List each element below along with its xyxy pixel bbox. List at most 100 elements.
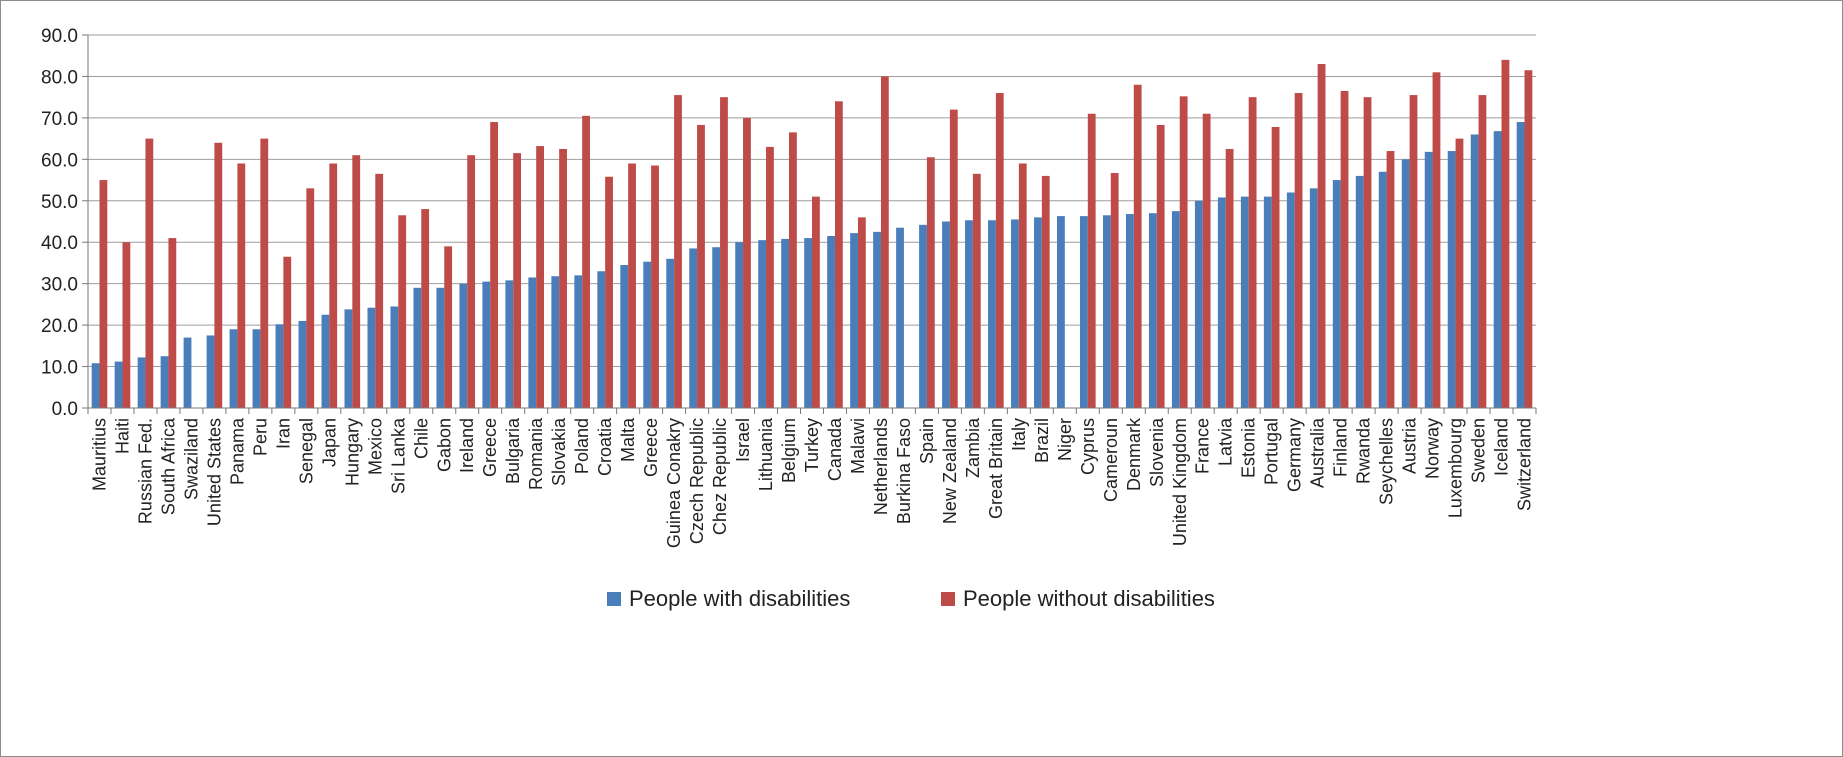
bar-with-disabilities xyxy=(919,224,927,408)
bar-without-disabilities xyxy=(743,117,751,408)
x-tick-label: Belgium xyxy=(779,418,799,483)
x-tick-label: Hungary xyxy=(342,418,362,486)
bar-with-disabilities xyxy=(344,309,353,408)
legend-swatch-with-disabilities xyxy=(607,592,621,606)
bar-with-disabilities xyxy=(1102,215,1111,408)
bar-without-disabilities xyxy=(1133,84,1142,408)
x-tick-label: Italy xyxy=(1009,418,1029,451)
bar-without-disabilities xyxy=(398,215,407,408)
bar-with-disabilities xyxy=(1240,196,1249,408)
bar-without-disabilities xyxy=(1225,148,1234,408)
bar-without-disabilities xyxy=(1041,175,1050,408)
bar-without-disabilities xyxy=(766,146,774,408)
x-tick-label: Peru xyxy=(250,418,270,456)
bar-without-disabilities xyxy=(1455,138,1464,409)
bar-without-disabilities xyxy=(283,256,292,408)
bar-without-disabilities xyxy=(1524,70,1533,408)
bar-with-disabilities xyxy=(965,220,973,408)
bar-without-disabilities xyxy=(674,95,682,408)
bar-with-disabilities xyxy=(735,242,744,408)
x-tick-label: Greece xyxy=(641,418,661,477)
x-tick-label: Germany xyxy=(1285,418,1305,492)
x-tick-label: Swaziland xyxy=(181,418,201,500)
bar-without-disabilities xyxy=(857,217,866,408)
x-tick-label: Netherlands xyxy=(871,418,891,515)
bar-without-disabilities xyxy=(375,173,384,408)
x-tick-label: Gabon xyxy=(434,418,454,472)
x-tick-label: Seychelles xyxy=(1377,418,1397,505)
x-tick-label: Mexico xyxy=(365,418,385,475)
x-tick-label: Denmark xyxy=(1124,417,1144,491)
x-tick-label: Rwanda xyxy=(1354,417,1374,484)
bar-with-disabilities xyxy=(1125,214,1134,408)
x-tick-label: Guinea Conakry xyxy=(664,418,684,548)
x-tick-label: Canada xyxy=(825,417,845,481)
bar-with-disabilities xyxy=(896,227,904,408)
bar-without-disabilities xyxy=(926,157,935,408)
x-tick-label: Sweden xyxy=(1469,418,1489,483)
bar-without-disabilities xyxy=(582,115,590,408)
x-tick-label: Turkey xyxy=(802,418,822,472)
bar-without-disabilities xyxy=(1340,90,1349,408)
bar-with-disabilities xyxy=(781,238,790,408)
x-tick-label: Niger xyxy=(1055,418,1075,461)
x-tick-label: Senegal xyxy=(296,418,316,484)
bar-with-disabilities xyxy=(942,221,950,408)
x-tick-label: Slovakia xyxy=(549,417,569,486)
bar-with-disabilities xyxy=(298,320,307,408)
axes xyxy=(87,35,1537,414)
y-tick-label: 50.0 xyxy=(41,192,78,213)
bar-with-disabilities xyxy=(275,324,284,408)
bar-without-disabilities xyxy=(628,163,636,408)
bars xyxy=(91,59,1533,409)
bar-with-disabilities xyxy=(206,335,215,408)
x-tick-label: South Africa xyxy=(158,417,178,515)
x-tick-label: Estonia xyxy=(1239,417,1259,478)
bar-without-disabilities xyxy=(949,109,958,408)
x-tick-label: Malta xyxy=(618,417,638,462)
x-tick-label: Bulgaria xyxy=(503,417,523,484)
x-tick-label: Israel xyxy=(733,418,753,462)
x-tick-label: Burkina Faso xyxy=(894,418,914,524)
bar-with-disabilities xyxy=(321,314,330,408)
x-tick-label: Czech Republic xyxy=(687,418,707,544)
x-tick-label: Panama xyxy=(227,417,247,485)
x-tick-label: Malawi xyxy=(848,418,868,474)
x-tick-label: Chile xyxy=(411,418,431,459)
bar-without-disabilities xyxy=(880,76,889,408)
bar-with-disabilities xyxy=(1194,200,1203,408)
bar-with-disabilities xyxy=(91,363,100,408)
bar-without-disabilities xyxy=(1018,163,1027,408)
bar-without-disabilities xyxy=(1179,96,1188,408)
bar-with-disabilities xyxy=(643,261,652,408)
bar-without-disabilities xyxy=(972,173,981,408)
x-tick-label: Ireland xyxy=(457,418,477,473)
bar-with-disabilities xyxy=(1034,217,1042,408)
bar-with-disabilities xyxy=(597,271,606,408)
y-tick-labels: 0.0 10.0 20.0 30.0 40.0 50.0 60.0 70.0 80.0 90.0 xyxy=(41,26,88,420)
bar-without-disabilities xyxy=(812,196,820,408)
bar-without-disabilities xyxy=(995,93,1004,409)
bar-without-disabilities xyxy=(329,163,338,408)
bar-without-disabilities xyxy=(513,153,522,408)
bar-without-disabilities xyxy=(1110,173,1119,408)
bar-with-disabilities xyxy=(1332,180,1341,408)
bar-without-disabilities xyxy=(1432,72,1441,409)
y-tick-label: 10.0 xyxy=(41,358,78,379)
x-tick-label: Iceland xyxy=(1492,418,1512,476)
bar-with-disabilities xyxy=(505,280,514,408)
bar-without-disabilities xyxy=(1478,95,1487,408)
x-tick-label: Latvia xyxy=(1216,417,1236,466)
bar-with-disabilities xyxy=(1057,216,1065,408)
bar-with-disabilities xyxy=(620,265,629,408)
x-tick-label: Chez Republic xyxy=(710,418,730,535)
bar-without-disabilities xyxy=(720,97,728,409)
bar-with-disabilities xyxy=(712,247,721,408)
x-tick-label: France xyxy=(1193,418,1213,474)
x-tick-label: Finland xyxy=(1331,418,1351,477)
bar-without-disabilities xyxy=(421,209,430,408)
bar-without-disabilities xyxy=(467,155,476,408)
x-tick-label: United Kingdom xyxy=(1170,418,1190,546)
bar-without-disabilities xyxy=(352,155,361,408)
